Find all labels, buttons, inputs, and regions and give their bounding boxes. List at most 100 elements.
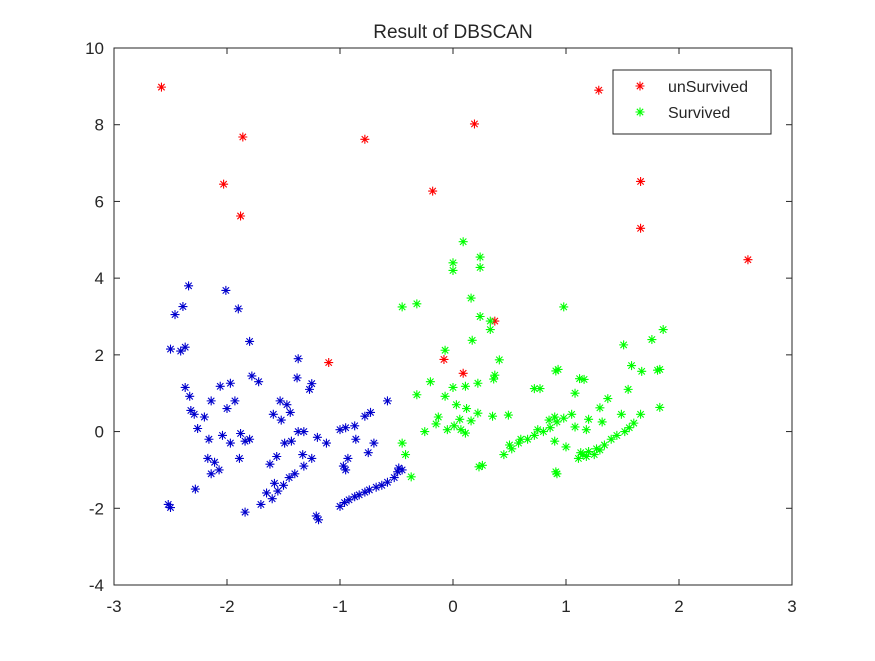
data-point (311, 511, 321, 521)
data-point (606, 434, 616, 444)
data-point (584, 414, 594, 424)
data-point (458, 368, 468, 378)
data-point (184, 281, 194, 291)
data-point (559, 302, 569, 312)
data-point (440, 345, 450, 355)
data-point (272, 452, 282, 462)
data-point (369, 438, 379, 448)
data-point (523, 434, 533, 444)
data-point (382, 477, 392, 487)
y-tick-label: 4 (95, 269, 104, 288)
data-point (570, 388, 580, 398)
data-point (442, 425, 452, 435)
data-point (489, 374, 499, 384)
data-point (440, 391, 450, 401)
data-point (647, 335, 657, 345)
data-point (462, 404, 472, 414)
data-point (597, 417, 607, 427)
data-point (190, 484, 200, 494)
data-point (292, 373, 302, 383)
data-point (199, 412, 209, 422)
data-point (215, 381, 225, 391)
data-point (366, 407, 376, 417)
data-point (503, 410, 513, 420)
data-point (341, 423, 351, 433)
chart-title: Result of DBSCAN (373, 22, 532, 43)
data-point (431, 419, 441, 429)
data-point (350, 421, 360, 431)
data-point (485, 316, 495, 326)
data-point (312, 432, 322, 442)
data-point (412, 390, 422, 400)
data-point (475, 262, 485, 272)
data-point (490, 316, 500, 326)
x-tick-label: -3 (106, 597, 121, 616)
series-cluster-2 (163, 281, 407, 525)
data-point (282, 400, 292, 410)
data-point (230, 396, 240, 406)
data-point (225, 438, 235, 448)
data-point (245, 336, 255, 346)
legend-label: Survived (668, 105, 730, 122)
data-point (180, 382, 190, 392)
data-point (550, 412, 560, 422)
data-point (397, 465, 407, 475)
data-point (637, 366, 647, 376)
data-point (206, 469, 216, 479)
data-point (561, 442, 571, 452)
data-point (279, 480, 288, 490)
data-point (499, 450, 509, 460)
data-point (466, 293, 476, 303)
data-point (363, 448, 373, 458)
data-point (552, 417, 562, 427)
data-point (166, 503, 175, 513)
y-tick-label: -4 (89, 576, 104, 595)
data-point (203, 453, 213, 463)
data-point (576, 448, 586, 458)
data-point (573, 453, 583, 463)
data-point (535, 384, 545, 394)
y-tick-label: 2 (95, 346, 104, 365)
data-point (627, 361, 637, 371)
data-point (397, 438, 407, 448)
data-point (344, 495, 354, 505)
data-point (214, 465, 224, 475)
data-point (570, 422, 580, 432)
data-point (473, 408, 483, 418)
data-point (335, 425, 345, 435)
data-point (473, 378, 483, 388)
series-unsurvived (156, 82, 753, 378)
data-point (603, 394, 613, 404)
data-point (581, 425, 591, 435)
data-point (206, 396, 216, 406)
data-point (592, 444, 602, 454)
data-point (236, 211, 246, 221)
data-point (624, 423, 634, 433)
data-point (240, 507, 250, 517)
data-point (324, 358, 334, 368)
data-point (448, 265, 458, 275)
data-point (285, 407, 295, 417)
data-point (360, 134, 370, 144)
data-point (460, 428, 470, 438)
data-point (653, 365, 663, 375)
x-tick-label: 2 (674, 597, 683, 616)
data-point (579, 374, 589, 384)
y-tick-label: 8 (95, 116, 104, 135)
x-tick-label: -1 (332, 597, 347, 616)
data-point (193, 424, 203, 434)
data-point (575, 374, 585, 384)
data-point (335, 501, 345, 511)
data-point (545, 423, 555, 433)
data-point (581, 452, 591, 462)
data-point (286, 436, 296, 446)
data-point (343, 453, 353, 463)
data-point (377, 480, 387, 490)
data-point (494, 355, 504, 365)
data-point (221, 285, 231, 295)
data-point (439, 354, 449, 364)
legend-label: unSurvived (668, 79, 748, 96)
data-point (589, 450, 599, 460)
legend-box (612, 69, 772, 135)
data-point (178, 302, 188, 312)
